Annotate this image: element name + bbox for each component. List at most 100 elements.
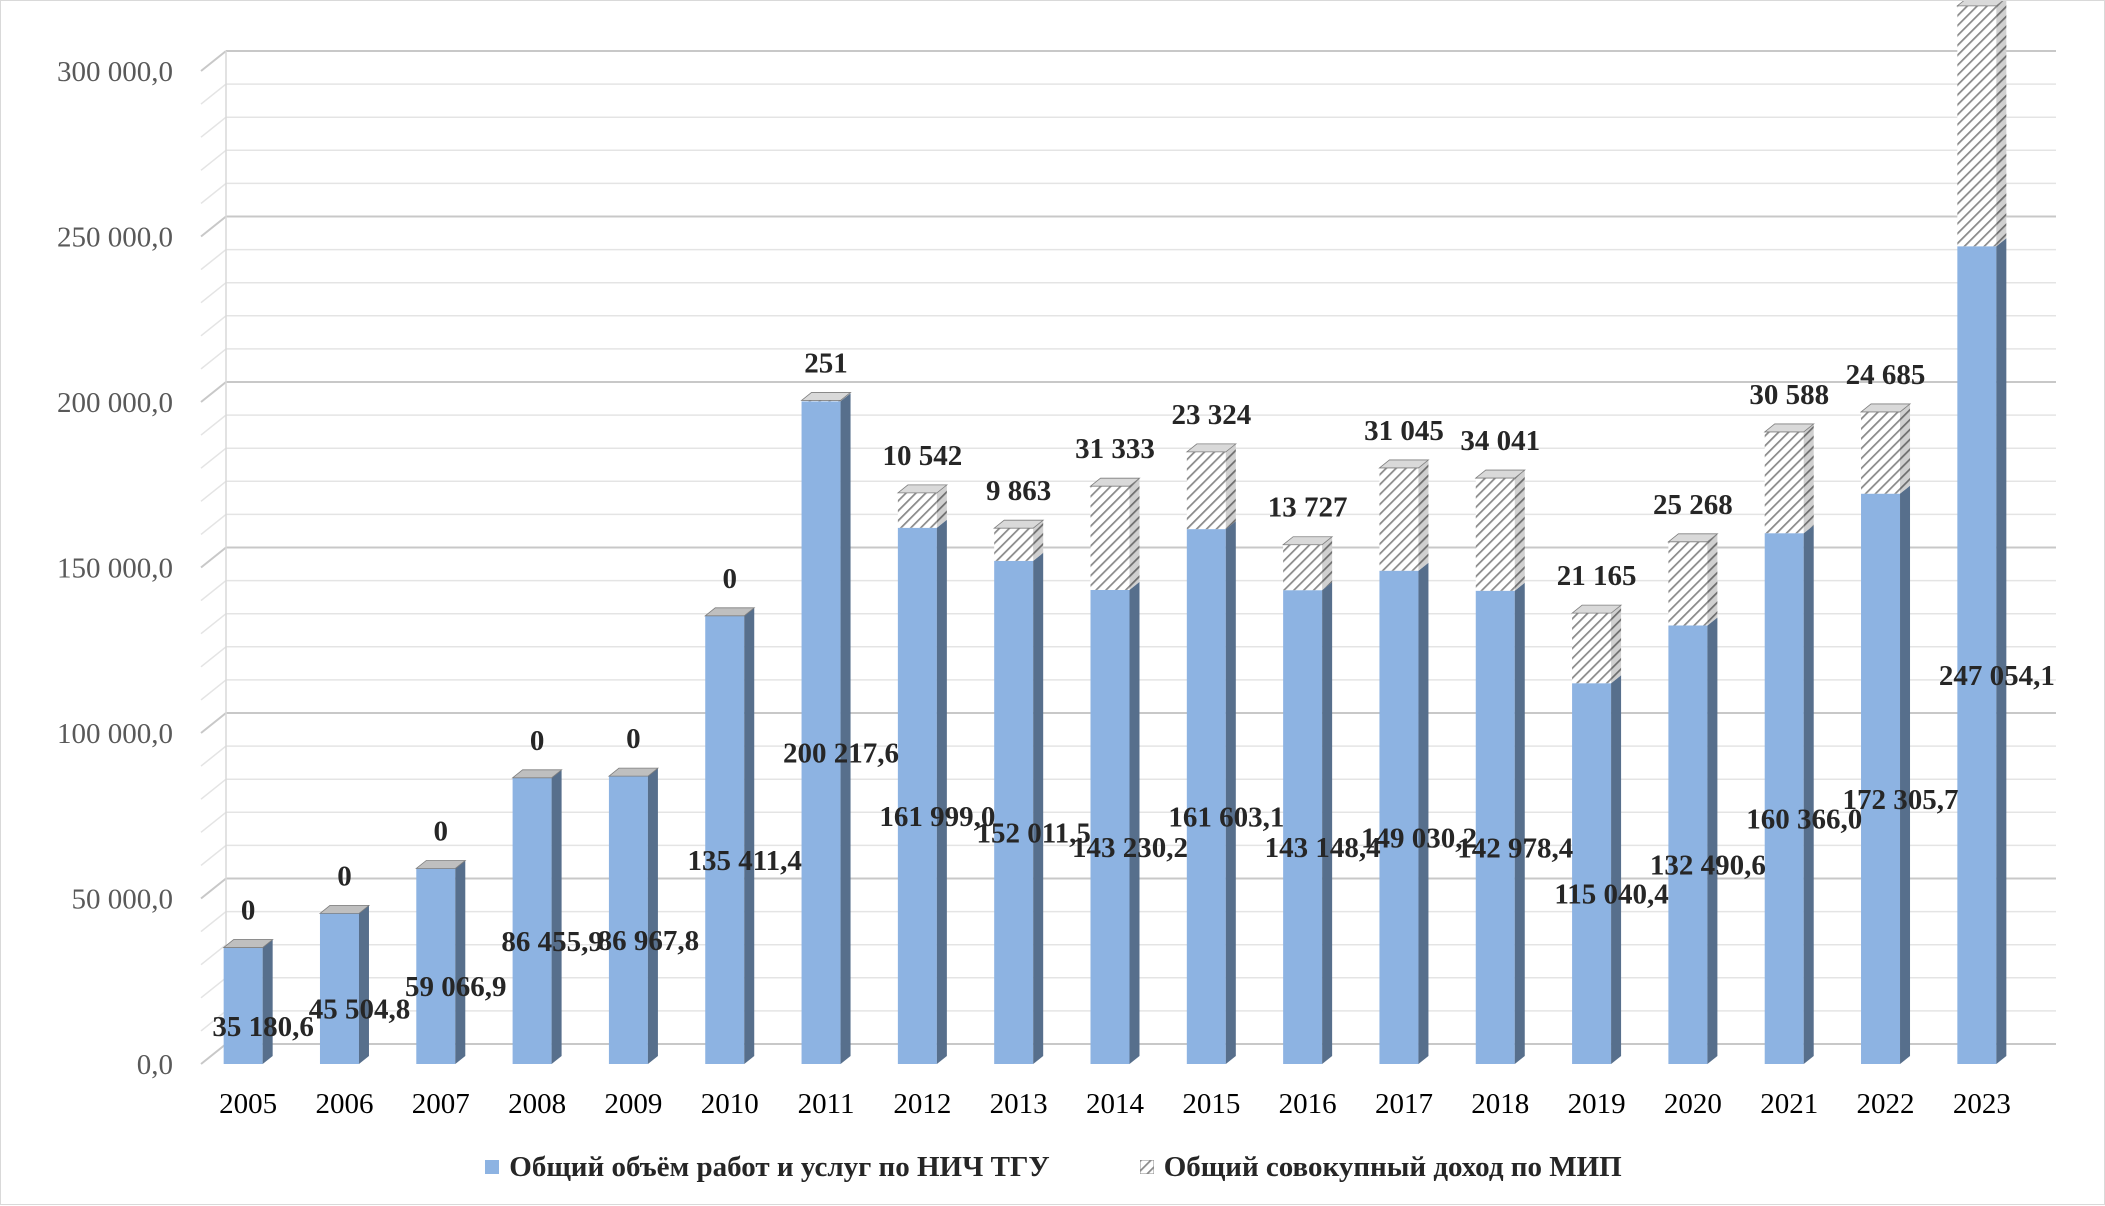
data-label-mip: 0 (241, 895, 256, 927)
data-label-nich: 160 366,0 (1746, 804, 1862, 836)
x-tick-label: 2016 (1279, 1088, 1337, 1120)
bar-mip-front (1090, 486, 1130, 590)
bar-nich-front (319, 913, 359, 1064)
bar-nich-side (1611, 675, 1622, 1064)
x-tick-label: 2007 (412, 1088, 470, 1120)
bar-top-cap (1185, 443, 1237, 453)
bar-nich-front (801, 401, 841, 1064)
bar-nich-front (1379, 570, 1419, 1064)
bar-mip-front (1861, 411, 1901, 494)
bar-nich-front (1861, 493, 1901, 1065)
data-label-mip: 31 045 (1364, 415, 1444, 447)
legend-label-mip: Общий совокупный доход по МИП (1163, 1150, 1622, 1183)
data-label-mip: 25 268 (1653, 489, 1733, 521)
gridline-diagonal (200, 1043, 227, 1065)
data-label-nich: 86 967,8 (598, 925, 700, 957)
bar-top-cap (511, 769, 563, 779)
bar-nich-front (705, 615, 745, 1064)
x-tick-label: 2019 (1568, 1088, 1626, 1120)
x-tick-label: 2008 (508, 1088, 566, 1120)
bar-nich-side (1418, 562, 1429, 1064)
gridline-diagonal (200, 447, 227, 469)
bar-mip-front (1475, 478, 1515, 591)
bar-top-cap (222, 939, 274, 948)
data-label-mip: 0 (337, 860, 352, 892)
bar-top-cap (415, 860, 467, 869)
gridline-diagonal (200, 546, 227, 569)
y-tick-label: 150 000,0 (57, 553, 173, 585)
bar-mip-front (1379, 467, 1419, 571)
data-label-mip: 23 324 (1171, 399, 1251, 431)
bar-top-cap (1956, 1, 2004, 7)
bar-nich-side (262, 939, 273, 1064)
x-tick-label: 2011 (798, 1088, 855, 1120)
legend-label-nich: Общий объём работ и услуг по НИЧ ТГУ (509, 1150, 1050, 1183)
bar-mip-side (1803, 423, 1814, 534)
legend: Общий объём работ и услуг по НИЧ ТГУ Общ… (1, 1147, 2105, 1187)
gridline-diagonal (200, 249, 227, 271)
bar-nich-front (1475, 590, 1515, 1064)
bar-mip-front (1186, 451, 1226, 530)
gridline-diagonal (200, 149, 227, 171)
gridline-diagonal (200, 315, 227, 337)
bar-nich-side (1322, 582, 1333, 1064)
legend-swatch-mip (1139, 1160, 1154, 1174)
legend-swatch-nich (485, 1160, 500, 1174)
data-label-nich: 149 030,2 (1361, 822, 1477, 854)
bar-nich-side (744, 607, 755, 1064)
bar-nich-front (1668, 625, 1708, 1064)
data-label-nich: 86 455,9 (501, 926, 603, 958)
data-label-nich: 200 217,6 (783, 738, 899, 770)
data-label-nich: 143 148,4 (1265, 832, 1381, 864)
data-label-nich: 135 411,4 (688, 845, 802, 877)
data-label-mip: 251 (804, 347, 848, 379)
bar-nich-front (512, 777, 552, 1064)
gridline-diagonal (200, 1010, 227, 1032)
bar-nich-front (1186, 529, 1226, 1064)
data-label-mip: 0 (530, 725, 545, 757)
bar-nich-side (358, 905, 369, 1064)
x-tick-label: 2006 (315, 1088, 373, 1120)
bar-nich-side (1225, 521, 1236, 1064)
bar-mip-side (1225, 443, 1236, 530)
x-tick-label: 2005 (219, 1088, 277, 1120)
bar-mip-side (1514, 470, 1525, 591)
bar-nich-side (1514, 582, 1525, 1064)
bar-top-cap (1667, 533, 1719, 543)
legend-item-mip: Общий совокупный доход по МИП (1139, 1150, 1622, 1184)
bar-mip-front (1957, 5, 1997, 247)
bar-mip-front (1283, 544, 1323, 591)
x-tick-label: 2013 (990, 1088, 1048, 1120)
bar-mip-side (1322, 536, 1333, 591)
bar-top-cap (1763, 423, 1815, 433)
gridline-diagonal (200, 811, 227, 833)
gridline-diagonal (200, 348, 227, 370)
data-label-nich: 143 230,2 (1072, 832, 1188, 864)
data-label-mip: 0 (626, 723, 641, 755)
data-label-nich: 161 999,0 (879, 801, 995, 833)
bar-mip-front (801, 400, 841, 402)
data-label-nich: 59 066,9 (405, 971, 507, 1003)
bar-nich-side (936, 519, 947, 1064)
data-label-mip: 13 727 (1268, 492, 1348, 524)
gridline-diagonal (200, 50, 227, 72)
bar-mip-side (1033, 520, 1044, 561)
bar-top-cap (896, 484, 949, 494)
bar-mip-front (1764, 431, 1804, 534)
data-label-mip: 0 (722, 563, 737, 595)
bar-top-cap (607, 767, 660, 777)
bar-top-cap (1378, 459, 1430, 469)
data-label-nich: 247 054,1 (1939, 660, 2055, 692)
bar-mip-side (936, 484, 947, 528)
x-tick-label: 2023 (1953, 1088, 2011, 1120)
gridline-diagonal (200, 83, 227, 105)
data-label-mip: 34 041 (1460, 425, 1540, 457)
bar-nich-side (1996, 238, 2007, 1065)
bar-nich-side (1129, 581, 1140, 1064)
data-label-nich: 115 040,4 (1554, 879, 1668, 911)
bar-nich-side (1803, 525, 1814, 1064)
bar-nich-front (223, 947, 263, 1064)
gridline-diagonal (200, 613, 227, 635)
gridline-diagonal (200, 215, 227, 238)
gridline-diagonal (200, 844, 227, 866)
